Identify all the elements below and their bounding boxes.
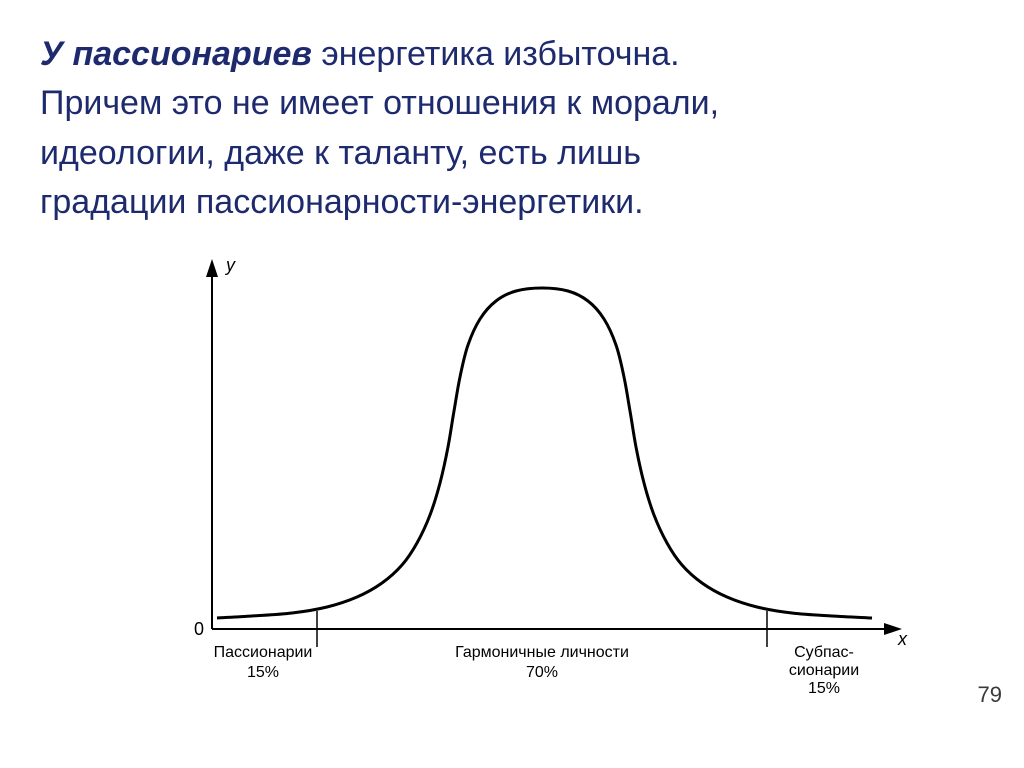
chart-container: y x 0 Пассионарии 15% Гармоничные личнос…	[40, 239, 984, 699]
cat-1-pct: 15%	[247, 664, 279, 681]
cat-3-pct: 15%	[808, 680, 840, 697]
y-axis-arrow	[206, 259, 218, 277]
cat-2-pct: 70%	[526, 664, 558, 681]
y-axis-label: y	[224, 255, 236, 275]
origin-label: 0	[194, 619, 204, 639]
distribution-chart: y x 0 Пассионарии 15% Гармоничные личнос…	[102, 239, 922, 699]
cat-2-label: Гармоничные личности	[455, 644, 629, 661]
text-line-2: Причем это не имеет отношения к морали,	[40, 79, 984, 128]
cat-3-label-b: сионарии	[789, 662, 859, 679]
emphasis-phrase: У пассионариев	[40, 35, 312, 73]
cat-3-label-a: Субпас-	[794, 644, 854, 661]
text-line-4: градации пассионарности-энергетики.	[40, 178, 984, 227]
line1-rest: энергетика избыточна.	[312, 35, 680, 73]
distribution-curve	[217, 288, 872, 618]
heading-text: У пассионариев энергетика избыточна. При…	[40, 30, 984, 227]
slide-root: { "text": { "line1_strong": "У пассионар…	[0, 0, 1024, 768]
page-number: 79	[978, 682, 1002, 708]
cat-1-label: Пассионарии	[214, 644, 313, 661]
text-line-3: идеологии, даже к таланту, есть лишь	[40, 129, 984, 178]
x-axis-label: x	[897, 629, 908, 649]
